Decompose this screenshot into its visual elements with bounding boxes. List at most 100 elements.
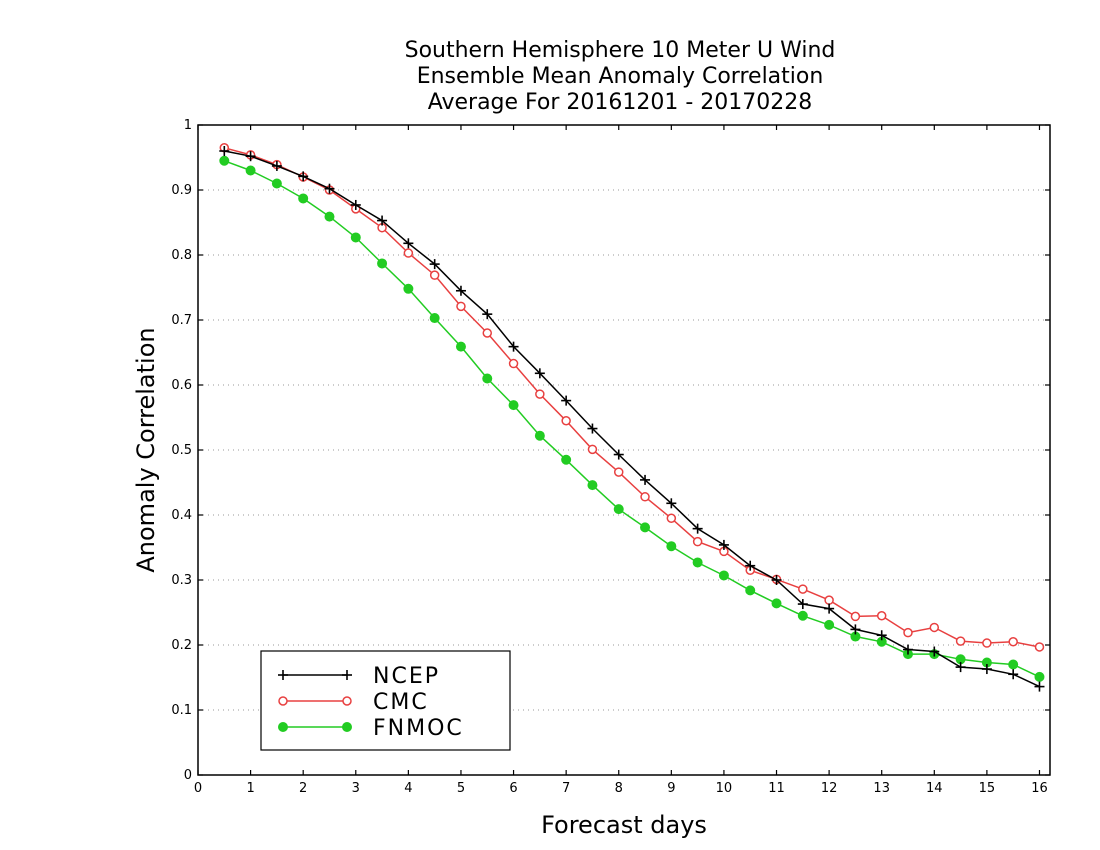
y-tick-label: 0.3 [171,573,192,588]
data-point-fnmoc [298,193,309,204]
legend-marker-end-cmc [342,696,352,706]
x-tick-label: 4 [404,781,412,796]
data-point-cmc [640,492,650,502]
data-point-fnmoc [1034,671,1045,682]
data-point-fnmoc [561,454,572,465]
data-point-ncep [403,238,414,249]
data-point-ncep [534,368,545,379]
legend-marker-start-fnmoc [278,722,288,732]
data-point-cmc [561,416,571,426]
data-point-ncep [219,146,230,156]
data-point-ncep [377,215,388,226]
y-axis-label: Anomaly Correlation [132,327,160,572]
data-point-cmc [508,358,519,369]
x-tick-label: 1 [246,781,254,796]
data-point-ncep [981,664,992,675]
data-point-ncep [455,285,466,296]
x-tick-label: 7 [562,781,570,796]
data-point-ncep [718,539,729,550]
data-point-fnmoc [403,283,414,294]
legend-marker-end-ncep [342,670,352,680]
legend-marker-start-cmc [278,696,288,706]
data-point-fnmoc [429,313,440,324]
y-tick-label: 0.8 [171,248,192,263]
x-axis-label: Forecast days [541,811,707,839]
data-point-ncep [666,498,677,509]
grid-lines [198,189,1050,711]
data-point-ncep [929,646,940,657]
data-point-ncep [824,603,835,614]
data-point-cmc [666,513,677,523]
data-point-ncep [903,644,913,655]
data-point-fnmoc [508,400,519,411]
data-point-fnmoc [797,610,808,621]
series-ncep [219,146,1045,692]
data-point-ncep [1034,681,1045,692]
y-tick-label: 0.1 [171,703,192,718]
x-tick-label: 16 [1031,781,1048,796]
data-point-ncep [298,171,309,182]
data-point-ncep [429,259,440,270]
data-point-cmc [403,248,414,258]
x-tick-label: 13 [873,781,890,796]
data-point-cmc [955,636,966,646]
series-fnmoc [219,155,1045,682]
data-point-ncep [850,624,861,635]
chart-title: Southern Hemisphere 10 Meter U Wind Ense… [380,38,860,116]
data-point-fnmoc [350,232,361,243]
data-point-ncep [797,599,808,610]
chart-title-line-1: Southern Hemisphere 10 Meter U Wind [404,38,836,63]
legend-marker-start-ncep [278,670,288,680]
data-point-ncep [955,662,966,673]
data-point-ncep [613,449,624,460]
data-point-fnmoc [587,480,598,491]
data-point-ncep [245,151,256,162]
axes: 00.10.20.30.40.50.60.70.80.910 1 2 3 4 5 6 7 8 9 1… [171,118,1051,796]
legend-label-ncep: NCEP [373,664,440,689]
data-point-ncep [350,199,361,210]
x-tick-label: 14 [926,781,943,796]
x-tick-label: 11 [768,781,785,796]
data-point-cmc [692,536,703,547]
data-point-fnmoc [534,430,545,441]
y-tick-label: 0.5 [171,443,192,458]
data-point-ncep [561,395,572,406]
data-point-fnmoc [271,178,282,189]
series-line-ncep [224,150,1040,688]
data-point-fnmoc [455,341,466,352]
series-cmc [219,143,1045,652]
data-point-ncep [482,309,493,320]
data-point-cmc [535,389,545,399]
y-tick-label: 0 [184,768,192,783]
data-point-ncep [1008,669,1019,680]
data-point-fnmoc [613,504,624,515]
x-tick-label: 10 [716,781,733,796]
data-point-fnmoc [666,541,677,552]
x-tick-label: 5 [457,781,465,796]
data-point-cmc [613,467,624,477]
y-tick-label: 0.2 [171,638,192,653]
data-point-ncep [745,560,756,571]
y-tick-label: 0.6 [171,378,192,393]
x-tick-label: 9 [667,781,675,796]
data-point-fnmoc [771,598,782,609]
legend-label-fnmoc: FNMOC [373,716,464,741]
x-tick-label: 8 [615,781,623,796]
data-point-fnmoc [219,155,230,166]
x-tick-label: 12 [821,781,838,796]
data-point-fnmoc [324,211,335,222]
data-point-fnmoc [745,585,756,596]
data-point-cmc [982,638,992,648]
chart-title-line-2: Ensemble Mean Anomaly Correlation [416,64,824,89]
data-point-ncep [508,341,519,352]
series-line-cmc [224,147,1040,648]
y-tick-label: 0.4 [171,508,192,523]
data-point-cmc [587,444,598,455]
data-point-cmc [429,270,440,280]
data-point-cmc [903,627,913,638]
data-point-fnmoc [718,570,729,581]
data-point-ncep [640,474,651,485]
x-tick-label: 6 [509,781,517,796]
data-point-fnmoc [824,619,835,630]
